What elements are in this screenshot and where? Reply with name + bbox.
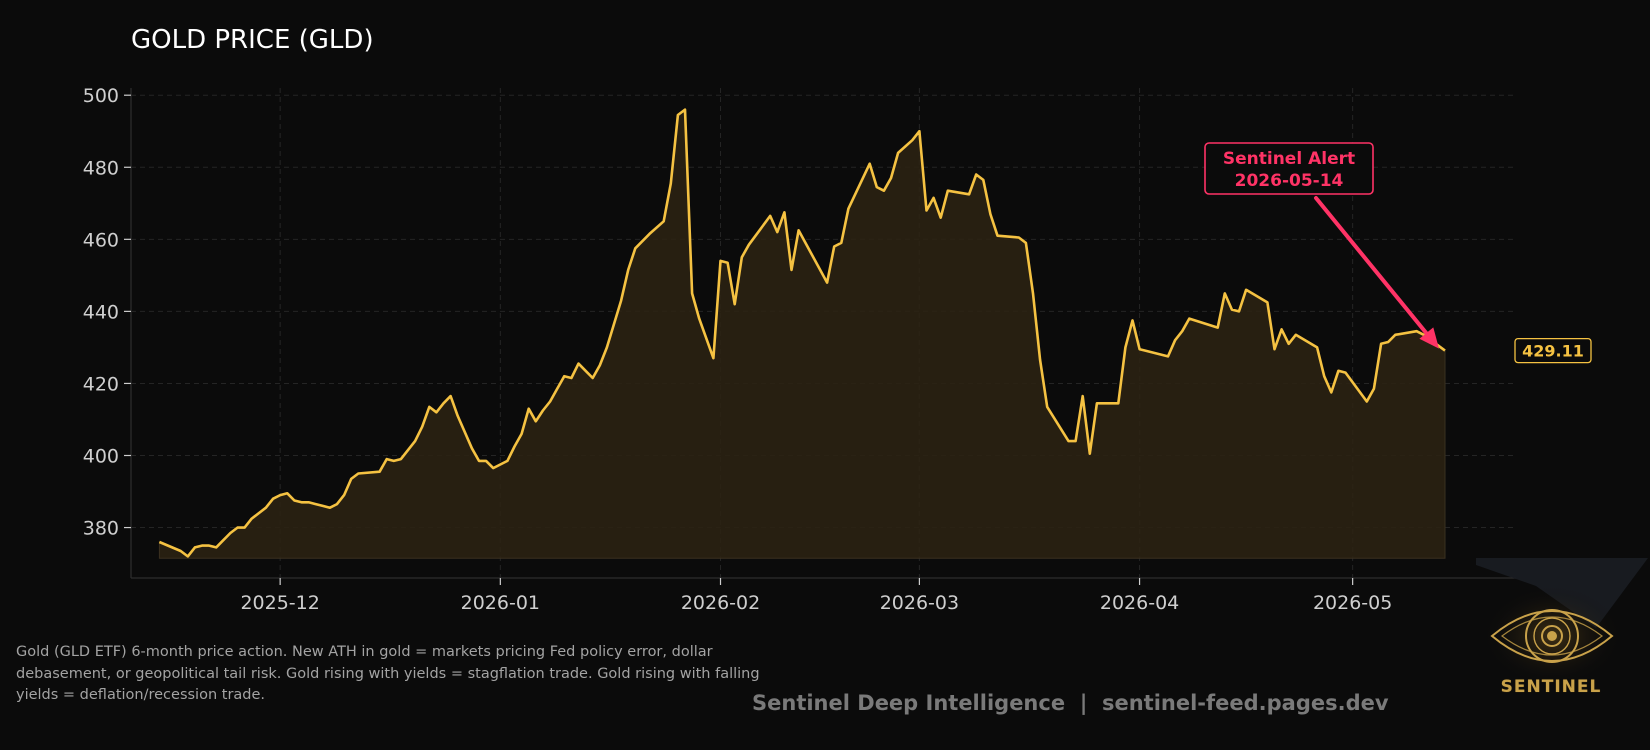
x-tick-label: 2026-01 [461, 592, 540, 614]
y-tick-label: 380 [83, 518, 119, 540]
last-value-box [1514, 337, 1592, 364]
x-tick-label: 2026-04 [1100, 592, 1179, 614]
y-tick-label: 400 [83, 446, 119, 468]
footer-credit: Sentinel Deep Intelligence | sentinel-fe… [752, 691, 1389, 715]
axes: 380 400 420 440 460 480 500 2025-12 2026-01 2026-… [83, 85, 1516, 614]
eye-icon [1490, 609, 1614, 663]
x-tick-label: 2026-03 [880, 592, 959, 614]
y-tick-label: 420 [83, 373, 119, 395]
y-tick-label: 500 [83, 85, 119, 107]
annotation-box [1204, 142, 1374, 195]
annotation-text-line: 2026-05-14 [1235, 171, 1344, 191]
y-tick-label: 460 [83, 229, 119, 251]
y-tick-label: 440 [83, 301, 119, 323]
y-tick-label: 480 [83, 157, 119, 179]
last-value-badge: 429.11 [1514, 337, 1592, 364]
x-tick-label: 2025-12 [240, 592, 319, 614]
annotation-text-line: Sentinel Alert [1223, 149, 1355, 169]
sentinel-logo [1476, 558, 1648, 686]
x-tick-label: 2026-05 [1313, 592, 1392, 614]
annotation-arrow-head [1419, 327, 1439, 349]
chart-caption: Gold (GLD ETF) 6-month price action. New… [16, 644, 760, 703]
gld-price-line [158, 108, 1446, 558]
x-tick-label: 2026-02 [681, 592, 760, 614]
logo-wordmark: SENTINEL [1500, 677, 1602, 697]
annotation-arrow-shaft [1314, 196, 1429, 336]
last-value-text: 429.11 [1522, 342, 1584, 361]
chart-title: GOLD PRICE (GLD) [131, 25, 374, 55]
